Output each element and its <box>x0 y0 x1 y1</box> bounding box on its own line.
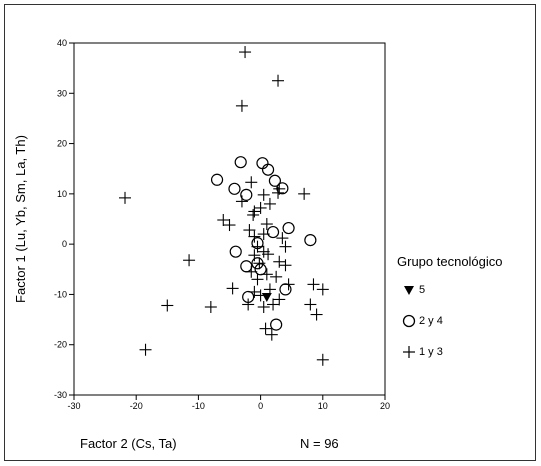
point-plus <box>248 285 261 298</box>
point-circle <box>266 225 280 239</box>
x-tick-label: -20 <box>130 401 143 411</box>
point-plus <box>279 240 292 253</box>
point-plus <box>204 301 217 313</box>
y-tick-label: -30 <box>54 390 67 400</box>
y-axis-label: Factor 1 (Lu, Yb, Sm, La, Th) <box>13 135 28 303</box>
sample-size-note: N = 96 <box>300 436 339 451</box>
point-circle <box>304 234 317 247</box>
point-plus <box>265 328 278 341</box>
point-circle <box>234 156 247 169</box>
point-plus <box>119 191 132 204</box>
point-plus <box>260 218 273 231</box>
point-plus <box>245 176 258 189</box>
legend-item-2y4: 2 y 4 <box>401 312 443 330</box>
point-plus <box>262 248 275 261</box>
point-plus <box>257 301 270 313</box>
point-plus <box>239 46 252 59</box>
point-plus <box>263 197 276 210</box>
point-plus <box>259 322 272 335</box>
legend-item-1y3: 1 y 3 <box>401 343 443 361</box>
point-plus <box>260 268 273 281</box>
plus-icon <box>403 346 415 358</box>
scatter-plot: -30 -20 -10 0 10 20 -30 -20 -10 0 10 20 30 40 Factor … <box>13 38 390 411</box>
point-plus <box>270 270 283 283</box>
point-plus <box>282 278 295 291</box>
axis-ticks: -30 -20 -10 0 10 20 -30 -20 -10 0 10 20 30 40 <box>54 38 390 411</box>
legend-label-2y4: 2 y 4 <box>419 315 443 327</box>
point-plus <box>273 255 286 268</box>
point-plus <box>257 188 270 201</box>
point-plus <box>183 254 196 267</box>
point-plus <box>223 219 236 232</box>
point-plus <box>235 195 248 208</box>
point-plus <box>273 293 286 306</box>
y-tick-label: 10 <box>57 189 67 199</box>
point-plus <box>139 343 152 356</box>
x-tick-label: 0 <box>258 401 263 411</box>
x-tick-label: 20 <box>380 401 390 411</box>
x-tick-label: -30 <box>67 401 80 411</box>
point-plus <box>243 224 256 237</box>
point-circle <box>228 182 241 195</box>
x-tick-label: -10 <box>192 401 205 411</box>
plot-area <box>73 42 386 396</box>
y-tick-label: -20 <box>54 340 67 350</box>
point-plus <box>254 201 267 214</box>
point-plus <box>251 240 264 253</box>
point-plus <box>310 308 323 321</box>
point-circle <box>229 245 242 258</box>
point-plus <box>248 249 261 262</box>
point-plus <box>235 99 248 112</box>
y-tick-label: -10 <box>54 289 67 299</box>
point-plus <box>226 282 239 295</box>
x-axis-label: Factor 2 (Cs, Ta) <box>80 436 177 451</box>
legend-label-5: 5 <box>419 284 426 296</box>
y-tick-label: 30 <box>57 88 67 98</box>
point-plus <box>272 74 285 87</box>
point-circle <box>210 173 224 186</box>
point-circle <box>261 163 275 176</box>
y-tick-label: 0 <box>62 239 67 249</box>
point-plus <box>248 230 261 243</box>
legend-item-5: 5 <box>401 281 425 299</box>
point-plus <box>316 283 329 296</box>
point-plus <box>272 186 285 199</box>
point-plus <box>161 299 174 312</box>
point-plus <box>304 298 317 311</box>
point-plus <box>267 298 280 311</box>
point-plus <box>245 265 258 278</box>
point-circle <box>240 188 253 201</box>
point-plus <box>251 273 264 286</box>
point-plus <box>279 259 292 272</box>
data-marks <box>119 46 329 366</box>
y-tick-label: 20 <box>57 139 67 149</box>
point-plus <box>263 283 276 296</box>
point-plus <box>307 278 320 291</box>
point-circle <box>282 221 295 235</box>
x-tick-label: 10 <box>318 401 328 411</box>
circle-icon <box>402 314 416 328</box>
point-plus <box>316 353 329 366</box>
point-plus <box>254 289 267 302</box>
triangle-down-icon <box>404 286 414 295</box>
legend-title: Grupo tecnológico <box>397 254 503 269</box>
point-circle <box>268 174 282 187</box>
point-plus <box>242 298 255 311</box>
point-plus <box>276 232 289 245</box>
point-plus <box>247 208 260 221</box>
point-plus <box>253 257 266 270</box>
legend-label-1y3: 1 y 3 <box>419 346 443 358</box>
point-plus <box>257 228 270 241</box>
y-tick-label: 40 <box>57 38 67 48</box>
point-circle <box>270 318 283 331</box>
chart-frame: -30 -20 -10 0 10 20 -30 -20 -10 0 10 20 30 40 Factor … <box>4 4 536 461</box>
point-plus <box>217 214 230 227</box>
point-plus <box>298 187 311 200</box>
